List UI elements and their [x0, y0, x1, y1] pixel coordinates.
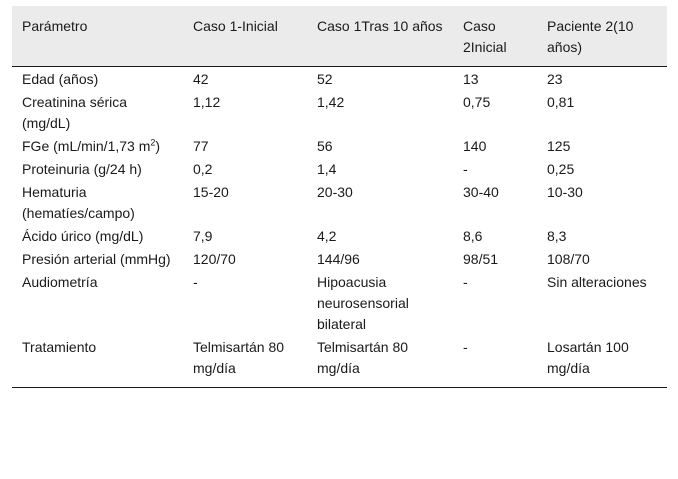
- clinical-data-table-container: Parámetro Caso 1-Inicial Caso 1Tras 10 a…: [12, 6, 667, 388]
- table-cell: 56: [317, 138, 333, 154]
- table-cell: 7,9: [193, 228, 213, 244]
- table-cell: -: [463, 274, 468, 290]
- table-cell: 0,75: [463, 94, 491, 110]
- table-cell: 20-30: [317, 184, 353, 200]
- table-cell: 23: [547, 71, 563, 87]
- table-cell: 120/70: [193, 251, 236, 267]
- table-row: Tratamiento Telmisartán 80 mg/día Telmis…: [12, 337, 667, 388]
- fge-label-superscript: 2: [150, 137, 156, 148]
- row-label-presion-arterial: Presión arterial (mmHg): [22, 251, 171, 267]
- header-paciente2-10: Paciente 2(10 años): [537, 6, 667, 67]
- table-cell: Sin alteraciones: [547, 274, 647, 290]
- table-cell: Telmisartán 80 mg/día: [183, 337, 307, 388]
- table-cell: 125: [547, 138, 571, 154]
- row-label-proteinuria: Proteinuria (g/24 h): [22, 161, 142, 177]
- table-cell: 0,2: [193, 161, 213, 177]
- table-cell: -: [193, 274, 198, 290]
- table-row: FGe (mL/min/1,73 m2) 77 56 140 125: [12, 136, 667, 159]
- table-cell: 10-30: [547, 184, 583, 200]
- table-cell: 52: [317, 71, 333, 87]
- table-cell: 1,42: [317, 94, 345, 110]
- table-row: Edad (años) 42 52 13 23: [12, 67, 667, 93]
- row-label-edad: Edad (años): [22, 71, 99, 87]
- header-caso2-inicial: Caso 2Inicial: [453, 6, 537, 67]
- table-cell: 0,81: [547, 94, 575, 110]
- table-row: Proteinuria (g/24 h) 0,2 1,4 - 0,25: [12, 159, 667, 182]
- clinical-data-table: Parámetro Caso 1-Inicial Caso 1Tras 10 a…: [12, 6, 667, 388]
- table-cell: 8,3: [547, 228, 567, 244]
- table-cell: 42: [193, 71, 209, 87]
- table-cell: 77: [193, 138, 209, 154]
- row-label-tratamiento: Tratamiento: [12, 337, 183, 388]
- table-cell: 1,12: [193, 94, 221, 110]
- row-label-fge: FGe (mL/min/1,73 m2): [12, 136, 183, 159]
- header-parametro: Parámetro: [12, 6, 183, 67]
- table-cell: 4,2: [317, 228, 337, 244]
- table-cell: 108/70: [547, 251, 590, 267]
- table-cell: 98/51: [463, 251, 499, 267]
- table-cell: 8,6: [463, 228, 483, 244]
- table-row: Ácido úrico (mg/dL) 7,9 4,2 8,6 8,3: [12, 226, 667, 249]
- table-row: Audiometría - Hipoacusia neurosensorial …: [12, 272, 667, 337]
- table-row: Hematuria (hematíes/campo) 15-20 20-30 3…: [12, 182, 667, 226]
- fge-label-close: ): [155, 138, 161, 154]
- table-cell: 30-40: [463, 184, 499, 200]
- table-cell: Hipoacusia neurosensorial bilateral: [317, 274, 409, 332]
- row-label-hematuria: Hematuria (hematíes/campo): [22, 184, 135, 221]
- table-cell: 140: [463, 138, 487, 154]
- table-cell: 144/96: [317, 251, 360, 267]
- row-label-creatinina: Creatinina sérica (mg/dL): [22, 94, 128, 131]
- table-cell: Losartán 100 mg/día: [537, 337, 667, 388]
- table-body: Edad (años) 42 52 13 23 Creatinina séric…: [12, 67, 667, 388]
- row-label-acido-urico: Ácido úrico (mg/dL): [22, 228, 144, 244]
- fge-label-text: FGe (mL/min/1,73 m: [22, 138, 151, 154]
- table-cell: Telmisartán 80 mg/día: [307, 337, 453, 388]
- header-caso1-tras-10: Caso 1Tras 10 años: [307, 6, 453, 67]
- table-header: Parámetro Caso 1-Inicial Caso 1Tras 10 a…: [12, 6, 667, 67]
- header-row: Parámetro Caso 1-Inicial Caso 1Tras 10 a…: [12, 6, 667, 67]
- row-label-audiometria: Audiometría: [22, 274, 98, 290]
- table-row: Presión arterial (mmHg) 120/70 144/96 98…: [12, 249, 667, 272]
- table-cell: -: [453, 337, 537, 388]
- table-cell: 0,25: [547, 161, 575, 177]
- header-caso1-inicial: Caso 1-Inicial: [183, 6, 307, 67]
- table-cell: 15-20: [193, 184, 229, 200]
- table-cell: 13: [463, 71, 479, 87]
- table-cell: -: [463, 161, 468, 177]
- table-cell: 1,4: [317, 161, 337, 177]
- table-row: Creatinina sérica (mg/dL) 1,12 1,42 0,75…: [12, 92, 667, 136]
